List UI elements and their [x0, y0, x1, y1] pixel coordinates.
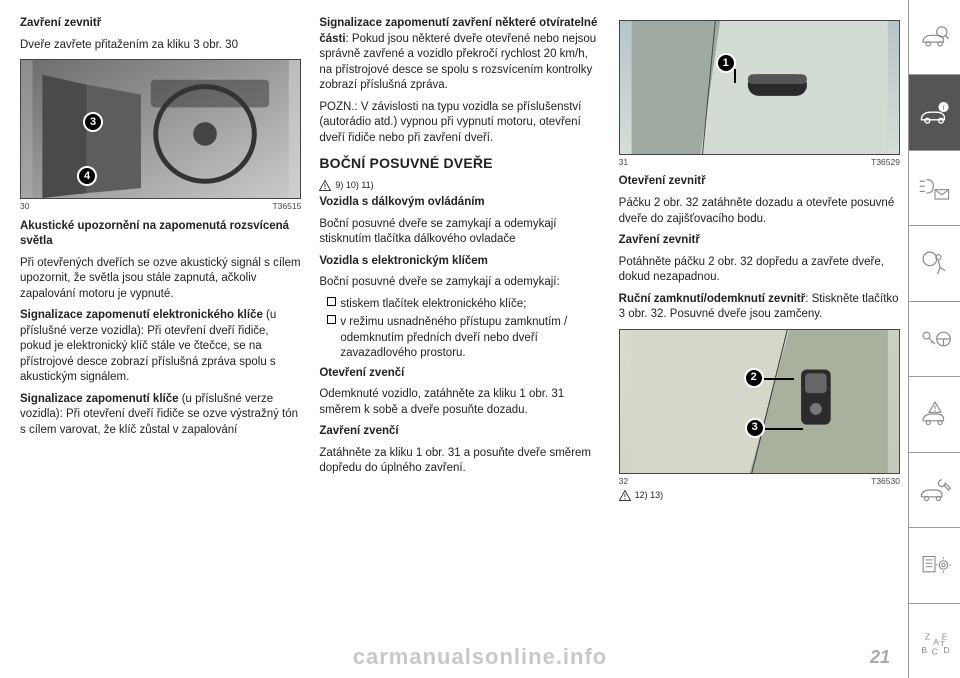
warning-refs-2: 12) 13): [619, 489, 900, 501]
warning-triangle-icon: [619, 490, 631, 501]
callout-3b: 3: [745, 418, 765, 438]
column-1: Zavření zevnitř Dveře zavřete přitažením…: [20, 16, 301, 666]
bullet-2: v režimu usnadněného přístupu zamknutím …: [319, 315, 600, 362]
car-info-icon: i: [918, 96, 952, 130]
car-magnify-icon: [918, 20, 952, 54]
sidebar-nav: i Z E A B C D T: [908, 0, 960, 678]
bullet-box-icon: [327, 315, 336, 324]
text-ekey: Boční posuvné dveře se zamykají a odemyk…: [319, 275, 600, 291]
sidebar-item-specs[interactable]: [909, 528, 960, 603]
callout-1: 1: [716, 53, 736, 73]
text-close-in2: Potáhněte páčku 2 obr. 32 dopředu a zavř…: [619, 255, 900, 286]
svg-text:C: C: [931, 646, 937, 656]
figure-32-illustration: [620, 330, 899, 473]
heading-close-in2: Zavření zevnitř: [619, 233, 900, 249]
callout-3: 3: [83, 112, 103, 132]
sidebar-item-info[interactable]: i: [909, 75, 960, 150]
text-signal-open: Signalizace zapomenutí zavření některé o…: [319, 16, 600, 94]
specs-gear-icon: [918, 548, 952, 582]
column-3: 1 31 T36529 Otevření zevnitř Páčku 2 obr…: [619, 16, 900, 666]
svg-text:Z: Z: [924, 631, 929, 641]
heading-acoustic: Akustické upozornění na zapomenutá rozsv…: [20, 219, 301, 250]
page-number: 21: [870, 647, 890, 668]
heading-open-out: Otevření zvenčí: [319, 366, 600, 382]
sidebar-item-search[interactable]: [909, 0, 960, 75]
figure-31: 1 31 T36529: [619, 20, 900, 168]
figure-32: 2 3 32 T36530: [619, 329, 900, 487]
sidebar-item-driving[interactable]: [909, 302, 960, 377]
figure-32-code: T36530: [871, 476, 900, 487]
figure-31-number: 31: [619, 157, 628, 168]
figure-30-number: 30: [20, 201, 29, 212]
sidebar-item-index[interactable]: Z E A B C D T: [909, 604, 960, 678]
text-remote: Boční posuvné dveře se zamykají a odemyk…: [319, 217, 600, 248]
svg-text:A: A: [933, 637, 939, 647]
airbag-icon: [918, 247, 952, 281]
callout-2: 2: [744, 368, 764, 388]
car-wrench-icon: [918, 473, 952, 507]
sidebar-item-service[interactable]: [909, 453, 960, 528]
lights-mail-icon: [918, 171, 952, 205]
heading-close-out: Zavření zvenčí: [319, 424, 600, 440]
bullet-1: stiskem tlačítek elektronického klíče;: [319, 297, 600, 313]
warning-triangle-icon: [319, 180, 331, 191]
text-note: POZN.: V závislosti na typu vozidla se p…: [319, 100, 600, 147]
warning-refs-1: 9) 10) 11): [319, 179, 600, 191]
text-manual-lock: Ruční zamknutí/odemknutí zevnitř: Stiskn…: [619, 292, 900, 323]
text-key-forgotten-elec: Signalizace zapomenutí elektronického kl…: [20, 308, 301, 386]
key-wheel-icon: [918, 322, 952, 356]
svg-text:i: i: [942, 102, 944, 111]
figure-31-code: T36529: [871, 157, 900, 168]
text-close-out: Zatáhněte za kliku 1 obr. 31 a posuňte d…: [319, 446, 600, 477]
svg-text:T: T: [940, 639, 945, 648]
svg-text:B: B: [921, 645, 927, 655]
column-2: Signalizace zapomenutí zavření některé o…: [319, 16, 600, 666]
sidebar-item-lights[interactable]: [909, 151, 960, 226]
figure-30-illustration: [21, 60, 300, 198]
figure-32-number: 32: [619, 476, 628, 487]
heading-remote: Vozidla s dálkovým ovládáním: [319, 195, 600, 211]
heading-close-inside: Zavření zevnitř: [20, 16, 301, 32]
text-key-forgotten: Signalizace zapomenutí klíče (u příslušn…: [20, 392, 301, 439]
heading-open-in: Otevření zevnitř: [619, 174, 900, 190]
figure-30: 3 4 30 T36515: [20, 59, 301, 212]
figure-31-illustration: [620, 21, 899, 154]
callout-4: 4: [77, 166, 97, 186]
text-open-in: Páčku 2 obr. 32 zatáhněte dozadu a otevř…: [619, 196, 900, 227]
text-acoustic: Při otevřených dveřích se ozve akustický…: [20, 256, 301, 303]
heading-ekey: Vozidla s elektronickým klíčem: [319, 254, 600, 270]
text-close-inside: Dveře zavřete přitažením za kliku 3 obr.…: [20, 38, 301, 54]
text-open-out: Odemknuté vozidlo, zatáhněte za kliku 1 …: [319, 387, 600, 418]
car-warning-icon: [918, 397, 952, 431]
watermark: carmanualsonline.info: [353, 644, 608, 670]
figure-30-code: T36515: [272, 201, 301, 212]
section-sliding-doors: BOČNÍ POSUVNÉ DVEŘE: [319, 154, 600, 173]
bullet-box-icon: [327, 297, 336, 306]
sidebar-item-warnings[interactable]: [909, 377, 960, 452]
index-letters-icon: Z E A B C D T: [918, 624, 952, 658]
sidebar-item-airbag[interactable]: [909, 226, 960, 301]
